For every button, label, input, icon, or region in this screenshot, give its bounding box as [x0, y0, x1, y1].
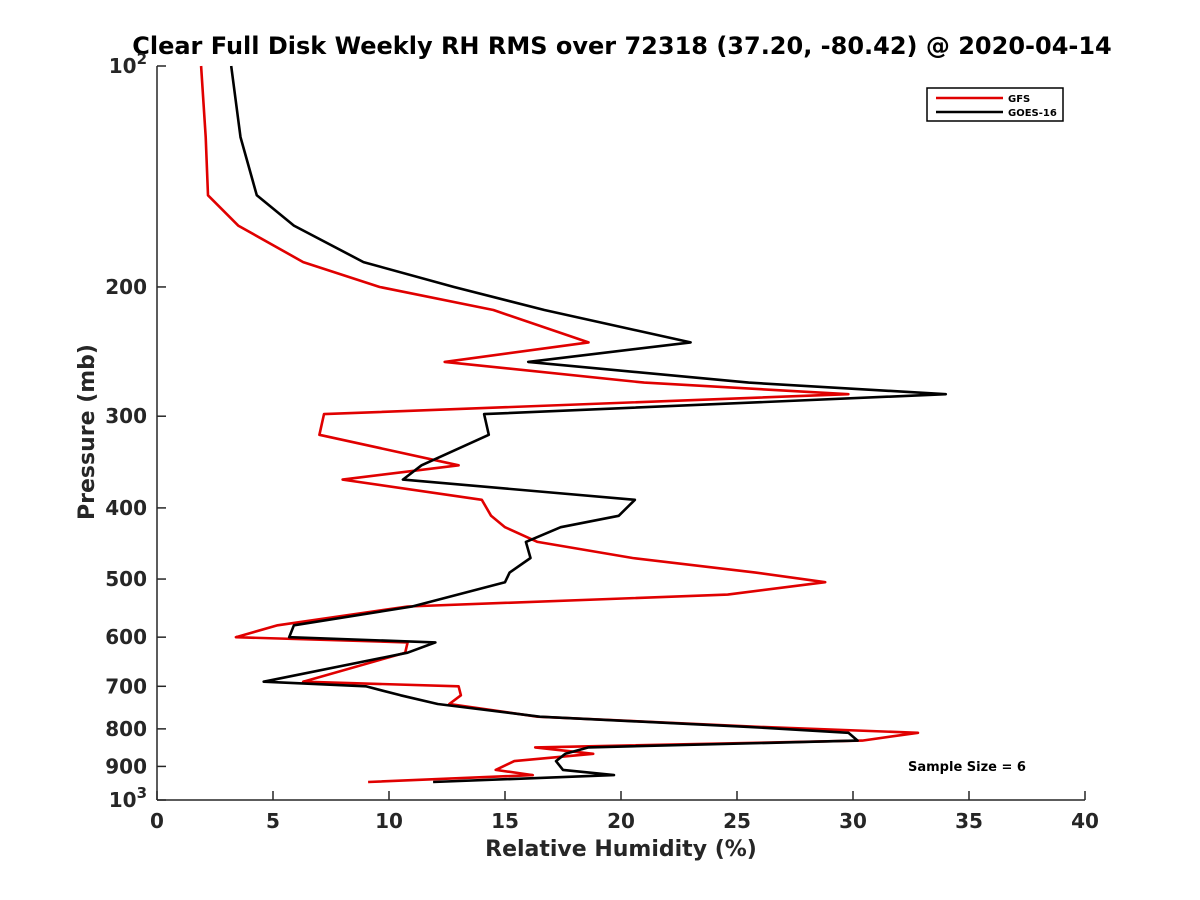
plot-area: [199, 65, 948, 784]
y-tick-label: 800: [105, 717, 147, 741]
legend: GFS GOES-16: [926, 87, 1064, 122]
x-tick-label: 40: [1071, 809, 1099, 833]
series-line-goes-16: [229, 65, 948, 784]
x-axis-label: Relative Humidity (%): [485, 837, 757, 862]
x-tick-label: 10: [375, 809, 403, 833]
y-tick-label: 103: [109, 784, 147, 812]
y-tick-label: 102: [109, 50, 147, 78]
x-tick-label: 0: [150, 809, 164, 833]
y-tick-label: 700: [105, 674, 147, 698]
y-tick-label: 500: [105, 567, 147, 591]
legend-box: [926, 87, 1064, 122]
x-tick-label: 30: [839, 809, 867, 833]
series-line-gfs: [199, 65, 920, 784]
y-tick-label: 200: [105, 275, 147, 299]
chart-title: Clear Full Disk Weekly RH RMS over 72318…: [132, 32, 1112, 60]
x-tick-label: 15: [491, 809, 519, 833]
y-tick-label: 400: [105, 496, 147, 520]
y-tick-label: 900: [105, 754, 147, 778]
legend-label: GOES-16: [1008, 108, 1057, 119]
axes: 0 5 10 15 20 25 30 35 40 102 200 300 400 500 600 700 800…: [105, 50, 1099, 833]
x-tick-label: 5: [266, 809, 280, 833]
x-tick-label: 25: [723, 809, 751, 833]
sample-size-annotation: Sample Size = 6: [908, 760, 1026, 775]
x-tick-label: 35: [955, 809, 983, 833]
y-axis-label: Pressure (mb): [75, 344, 100, 520]
y-tick-label: 300: [105, 404, 147, 428]
y-tick-label: 600: [105, 625, 147, 649]
legend-label: GFS: [1008, 94, 1030, 105]
x-tick-label: 20: [607, 809, 635, 833]
